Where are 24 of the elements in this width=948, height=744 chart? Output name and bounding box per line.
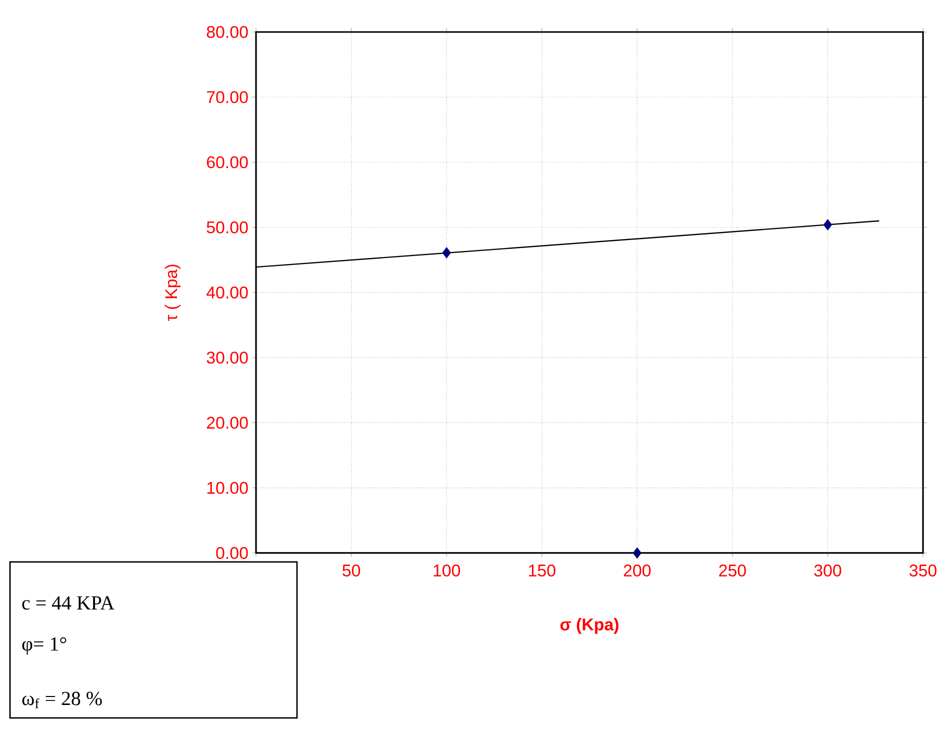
y-tick-label: 40.00 xyxy=(206,286,248,298)
x-tick-label: 50 xyxy=(342,564,360,577)
y-tick-label: 50.00 xyxy=(206,221,248,234)
x-tick-label: 350 xyxy=(910,564,936,577)
y-tick-label: 10.00 xyxy=(207,482,248,494)
text: φ= 1° xyxy=(22,637,66,655)
y-tick-label: 0.00 xyxy=(216,546,248,559)
y-tick-label: 80.00 xyxy=(206,26,248,38)
y-tick-label: 30.00 xyxy=(206,352,248,364)
point xyxy=(823,219,832,230)
y-axis-title: τ ( Kpa) xyxy=(164,264,181,322)
x-tick-label: 100 xyxy=(434,564,460,577)
point xyxy=(632,547,642,559)
x-tick-label: 150 xyxy=(529,564,556,577)
point xyxy=(442,247,451,258)
y-tick-label: 70.00 xyxy=(206,91,248,104)
y-tick-label: 20.00 xyxy=(206,416,248,429)
x-axis-title: σ (Kpa) xyxy=(560,618,618,634)
y-tick-label: 60.00 xyxy=(206,156,248,168)
x-tick-label: 300 xyxy=(814,564,842,577)
text: ω$_{f}$ = 28 % xyxy=(22,692,102,708)
x-tick-label: 200 xyxy=(624,564,651,577)
x-tick-label: 250 xyxy=(719,564,746,577)
text: c = 44 KPA xyxy=(22,596,114,610)
